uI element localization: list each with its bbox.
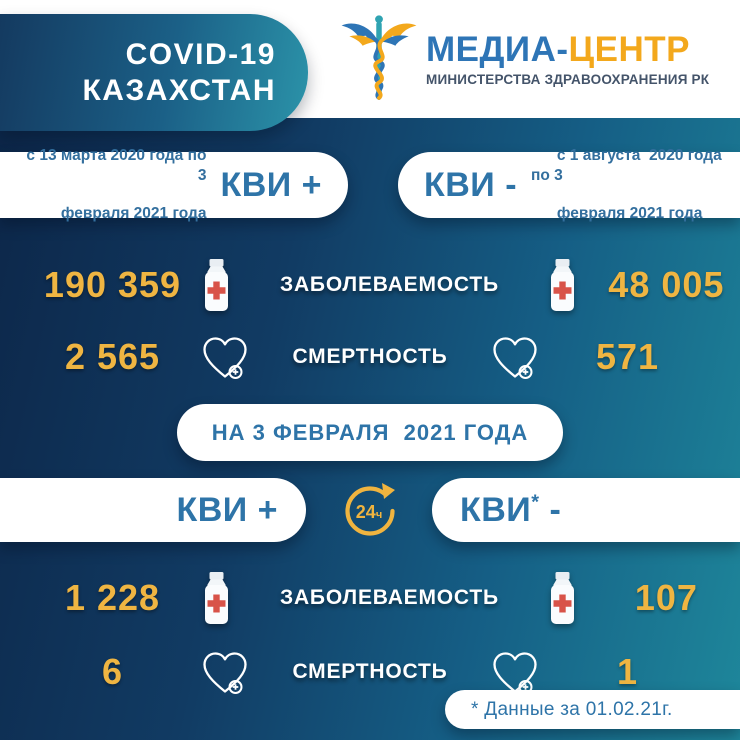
daily-kvi-plus-incidence-value: 1 228	[64, 577, 161, 618]
date-banner-pill: НА 3 ФЕВРАЛЯ 2021 ГОДА	[177, 404, 563, 461]
kvi-minus-period-line1: с 1 августа 2020 года по 3	[531, 147, 727, 184]
daily-kvi-minus-sign: -	[539, 490, 562, 529]
kvi-plus-period-text: с 13 марта 2020 года по 3 февраля 2021 г…	[0, 127, 206, 243]
kvi-plus-period-line2: февраля 2021 года	[60, 205, 207, 223]
medicine-bottle-icon	[546, 258, 579, 312]
kvi-plus-period-pill: с 13 марта 2020 года по 3 февраля 2021 г…	[0, 147, 348, 222]
daily-kvi-minus-base: КВИ	[460, 490, 532, 529]
clock-24h-letter: ч	[376, 509, 382, 521]
cumulative-kvi-plus-mortality-value: 2 565	[64, 336, 161, 377]
heart-plus-icon	[200, 649, 250, 696]
footnote-pill: * Данные за 01.02.21г.	[445, 690, 740, 729]
covid-kazakhstan-badge: COVID-19 КАЗАХСТАН	[0, 14, 308, 131]
footnote-text: * Данные за 01.02.21г.	[471, 698, 673, 720]
media-center-logo: МЕДИА-ЦЕНТР МИНИСТЕРСТВА ЗДРАВООХРАНЕНИЯ…	[340, 12, 709, 106]
kvi-plus-label: КВИ +	[220, 165, 322, 204]
daily-incidence-row: 1 228 ЗАБОЛЕВАЕМОСТЬ 107	[0, 562, 740, 634]
kvi-minus-label: КВИ -	[424, 165, 518, 204]
daily-kvi-minus-incidence-value: 107	[634, 577, 698, 618]
logo-subtitle: МИНИСТЕРСТВА ЗДРАВООХРАНЕНИЯ РК	[426, 71, 710, 87]
incidence-label: ЗАБОЛЕВАЕМОСТЬ	[280, 273, 499, 296]
medicine-bottle-icon	[546, 571, 579, 625]
logo-title: МЕДИА-ЦЕНТР	[426, 32, 709, 67]
daily-kvi-minus-mortality-value: 1	[616, 651, 639, 692]
daily-kvi-plus-mortality-value: 6	[101, 651, 124, 692]
logo-title-center: ЦЕНТР	[568, 29, 690, 69]
mortality-label: СМЕРТНОСТЬ	[292, 345, 448, 368]
kvi-plus-period-line1: с 13 марта 2020 года по 3	[26, 147, 211, 184]
medicine-bottle-icon	[200, 258, 233, 312]
cumulative-kvi-minus-incidence-value: 48 005	[608, 264, 725, 305]
incidence-label: ЗАБОЛЕВАЕМОСТЬ	[280, 586, 499, 609]
cumulative-mortality-row: 2 565 СМЕРТНОСТЬ 571	[0, 321, 740, 393]
daily-kvi-minus-label: КВИ* -	[460, 491, 561, 530]
kvi-minus-period-line2: февраля 2021 года	[556, 205, 703, 223]
clock-24h-icon: 24ч	[340, 481, 400, 541]
badge-title-line1: COVID-19	[125, 38, 276, 72]
kvi-minus-period-pill: КВИ - с 1 августа 2020 года по 3 февраля…	[398, 147, 740, 222]
logo-text-block: МЕДИА-ЦЕНТР МИНИСТЕРСТВА ЗДРАВООХРАНЕНИЯ…	[426, 32, 709, 87]
cumulative-kvi-plus-incidence-value: 190 359	[43, 264, 182, 305]
heart-plus-icon	[490, 649, 540, 696]
kvi-minus-period-text: с 1 августа 2020 года по 3 февраля 2021 …	[531, 127, 740, 243]
daily-kvi-minus-asterisk: *	[531, 491, 540, 514]
cumulative-kvi-minus-mortality-value: 571	[595, 336, 660, 377]
logo-title-media: МЕДИА-	[426, 29, 569, 69]
medicine-bottle-icon	[200, 571, 233, 625]
cumulative-incidence-row: 190 359 ЗАБОЛЕВАЕМОСТЬ 48 005	[0, 246, 740, 324]
svg-text:24ч: 24ч	[356, 502, 382, 522]
heart-plus-icon	[490, 334, 540, 381]
heart-plus-icon	[200, 334, 250, 381]
clock-24h-number: 24	[356, 502, 376, 522]
daily-mortality-row: 6 СМЕРТНОСТЬ 1	[0, 636, 740, 708]
daily-kvi-minus-pill: КВИ* -	[432, 478, 740, 542]
mortality-label: СМЕРТНОСТЬ	[292, 660, 448, 683]
daily-kvi-plus-pill: КВИ +	[0, 478, 306, 542]
badge-title-line2: КАЗАХСТАН	[82, 73, 276, 107]
caduceus-icon	[340, 12, 418, 106]
date-banner-text: НА 3 ФЕВРАЛЯ 2021 ГОДА	[211, 419, 529, 445]
daily-kvi-plus-label: КВИ +	[176, 490, 278, 529]
